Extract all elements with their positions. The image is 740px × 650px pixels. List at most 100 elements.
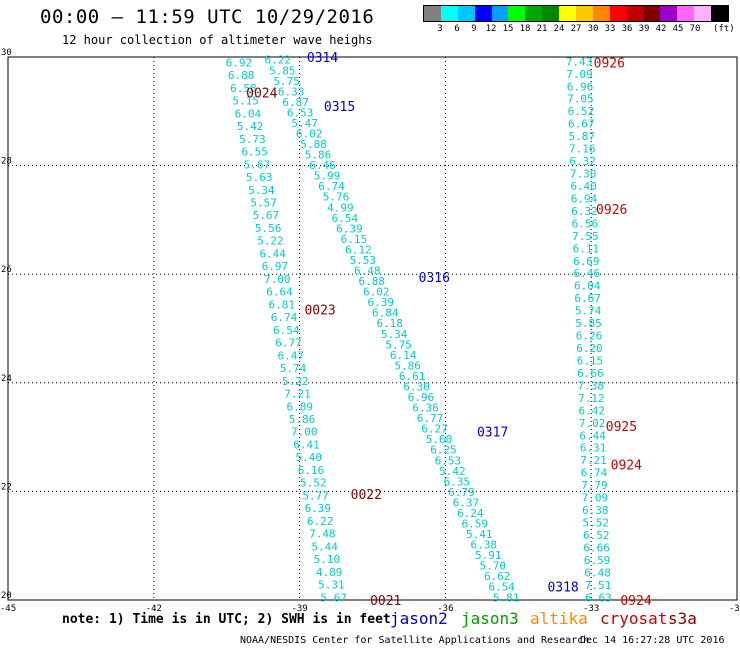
wave-height-label: 5.42	[237, 120, 264, 133]
plot-frame	[7, 56, 738, 601]
scale-swatch	[525, 6, 543, 21]
wave-height-label: 6.47	[277, 349, 304, 362]
wave-height-label: 5.67	[253, 209, 280, 222]
wave-height-label: 5.88	[300, 138, 327, 151]
wave-height-label: 5.42	[439, 465, 466, 478]
wave-height-label: 5.15	[232, 95, 259, 108]
wave-height-label: 6.61	[399, 370, 426, 383]
pass-time-label: 0023	[304, 303, 335, 318]
wave-height-label: 4.89	[316, 566, 343, 579]
wave-height-label: 6.92	[226, 56, 253, 69]
wave-height-label: 6.88	[228, 69, 255, 82]
wave-height-label: 5.76	[323, 191, 350, 204]
scale-swatch	[457, 6, 475, 21]
pass-time-label: 0924	[620, 594, 651, 609]
wave-height-label: 7.30	[570, 168, 597, 181]
legend-cryosat: cryosat	[600, 609, 668, 628]
wave-height-label: 6.66	[583, 541, 610, 554]
scale-tick-label: 30	[587, 24, 599, 34]
wave-height-label: 6.66	[577, 367, 604, 380]
wave-height-label: 5.10	[314, 553, 341, 566]
y-tick-label: 30	[1, 48, 12, 58]
wave-height-label: 6.30	[403, 380, 430, 393]
wave-height-label: 6.18	[376, 317, 403, 330]
wave-height-label: 6.31	[580, 442, 607, 455]
scale-tick-label: 45	[672, 24, 684, 34]
wave-height-label: 6.77	[275, 337, 302, 350]
wave-height-label: 6.42	[578, 404, 605, 417]
wave-height-label: 6.52	[568, 105, 595, 118]
wave-height-label: 6.48	[584, 566, 611, 579]
wave-height-label: 5.75	[273, 75, 300, 88]
wave-height-label: 6.24	[457, 507, 484, 520]
wave-height-label: 5.73	[239, 133, 266, 146]
wave-height-label: 7.21	[580, 454, 607, 467]
scale-tick-label: 6	[454, 24, 460, 34]
wave-height-label: 6.97	[262, 260, 289, 273]
wave-height-label: 5.60	[426, 433, 453, 446]
pass-time-label: 0316	[419, 271, 450, 286]
scale-tick-label: 21	[536, 24, 548, 34]
wave-height-label: 5.52	[300, 477, 327, 490]
wave-height-label: 6.55	[241, 146, 268, 159]
wave-height-label: 7.38	[578, 379, 605, 392]
wave-height-label: 6.96	[408, 391, 435, 404]
scale-swatch	[711, 6, 729, 21]
wave-height-label: 6.62	[484, 570, 511, 583]
wave-height-label: 6.16	[298, 464, 325, 477]
wave-height-label: 6.27	[421, 423, 448, 436]
wave-height-label: 5.53	[350, 254, 377, 267]
wave-height-label: 6.54	[488, 581, 515, 594]
scale-tick-label: 15	[502, 24, 514, 34]
wave-height-label: 6.89	[287, 400, 314, 413]
x-tick-label: -33	[583, 604, 599, 614]
wave-height-label: 6.79	[448, 486, 475, 499]
scale-tick-label: 33	[604, 24, 616, 34]
scale-tick-label: 42	[655, 24, 667, 34]
wave-height-label: 5.74	[280, 362, 307, 375]
wave-height-label: 7.09	[582, 492, 609, 505]
wave-height-label: 6.32	[571, 205, 598, 218]
wave-height-label: 5.86	[289, 413, 316, 426]
y-tick-label: 26	[1, 265, 12, 275]
pass-time-label: 0024	[246, 86, 277, 101]
wave-height-label: 6.02	[363, 286, 390, 299]
wave-height-label: 6.63	[585, 591, 612, 604]
wave-height-label: 6.33	[278, 85, 305, 98]
wave-height-label: 6.04	[574, 280, 601, 293]
wave-height-label: 6.39	[367, 296, 394, 309]
wave-height-label: 6.46	[573, 267, 600, 280]
wave-height-label: 5.56	[255, 222, 282, 235]
scale-swatch	[643, 6, 661, 21]
wave-height-label: 6.54	[273, 324, 300, 337]
wave-height-label: 5.85	[269, 64, 296, 77]
wave-height-label: 6.64	[266, 286, 293, 299]
scale-swatch	[440, 6, 458, 21]
scale-tick-label: 24	[553, 24, 565, 34]
wave-height-label: 6.20	[576, 342, 603, 355]
legend-jason2: jason2	[390, 609, 448, 628]
wave-height-label: 5.41	[466, 528, 493, 541]
y-tick-label: 22	[1, 482, 12, 492]
wave-height-label: 6.44	[259, 247, 286, 260]
scale-swatch	[508, 6, 526, 21]
wave-height-label: 6.04	[235, 107, 262, 120]
wave-height-label: 5.86	[394, 359, 421, 372]
wave-height-label: 6.88	[359, 275, 386, 288]
wave-height-label: 5.22	[257, 235, 284, 248]
scale-swatch	[609, 6, 627, 21]
wave-height-label: 5.22	[282, 375, 309, 388]
color-scale-ticks: 3 6 9 12 15 18 21 24 27 30 33 36 39 42 45 70 (ft)	[423, 22, 734, 36]
scale-swatch	[491, 6, 509, 21]
wave-height-label: 6.38	[582, 504, 609, 517]
wave-height-label: 5.47	[291, 117, 318, 130]
wave-height-label: 6.59	[462, 518, 489, 531]
wave-height-label: 6.15	[577, 354, 604, 367]
scale-swatch	[592, 6, 610, 21]
wave-height-label: 5.91	[475, 549, 502, 562]
wave-height-label: 5.57	[250, 197, 277, 210]
wave-height-label: 6.58	[230, 82, 257, 95]
wave-height-label: 6.22	[307, 515, 334, 528]
wave-height-label: 6.41	[293, 438, 320, 451]
